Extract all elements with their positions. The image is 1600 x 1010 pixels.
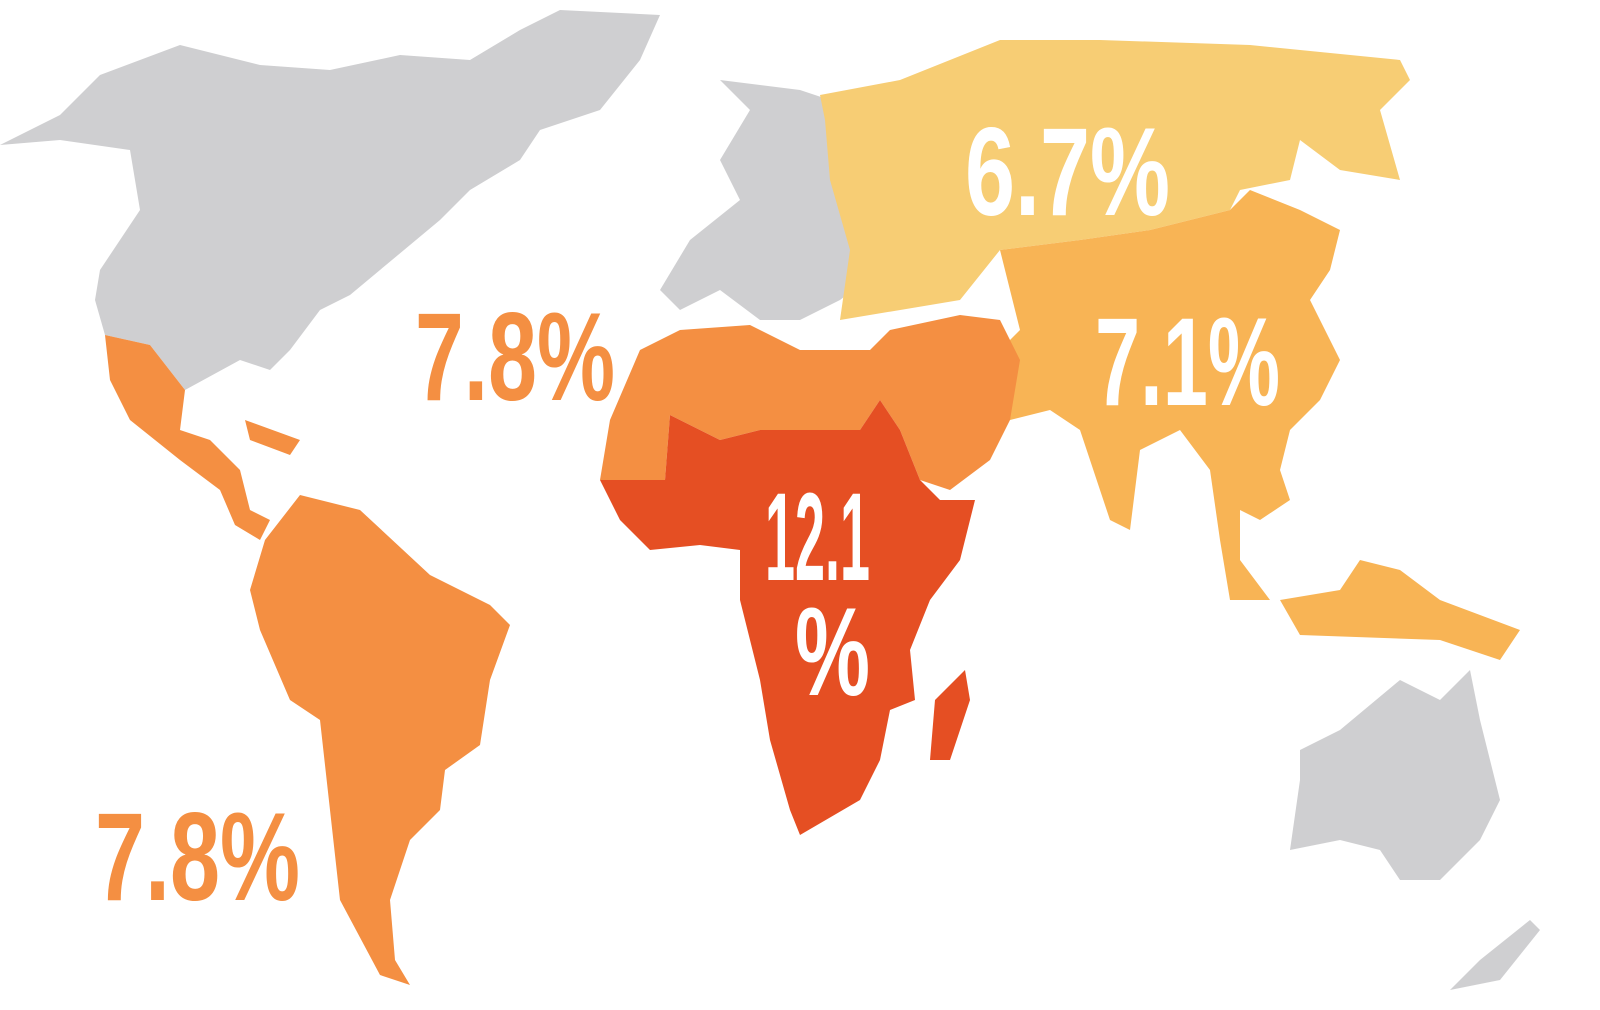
south-america bbox=[250, 495, 510, 985]
central-america bbox=[105, 335, 270, 540]
caribbean bbox=[245, 420, 300, 455]
region-label: 6.7% bbox=[965, 103, 1170, 242]
south-east-asia bbox=[990, 190, 1340, 600]
russia bbox=[820, 40, 1410, 320]
indonesia bbox=[1280, 560, 1520, 660]
north-america bbox=[0, 10, 660, 390]
region-label: 7.8% bbox=[95, 788, 300, 927]
region-label: 7.8% bbox=[415, 288, 615, 427]
land bbox=[0, 10, 1540, 990]
north-africa-middle-east bbox=[600, 315, 1020, 490]
region-label: 12.1 bbox=[765, 468, 870, 607]
region-label: 7.1% bbox=[1095, 293, 1280, 432]
madagascar bbox=[930, 670, 970, 760]
region-label: % bbox=[795, 583, 870, 722]
australia bbox=[1290, 670, 1500, 880]
new-zealand bbox=[1450, 920, 1540, 990]
sub-saharan-africa bbox=[600, 400, 975, 835]
